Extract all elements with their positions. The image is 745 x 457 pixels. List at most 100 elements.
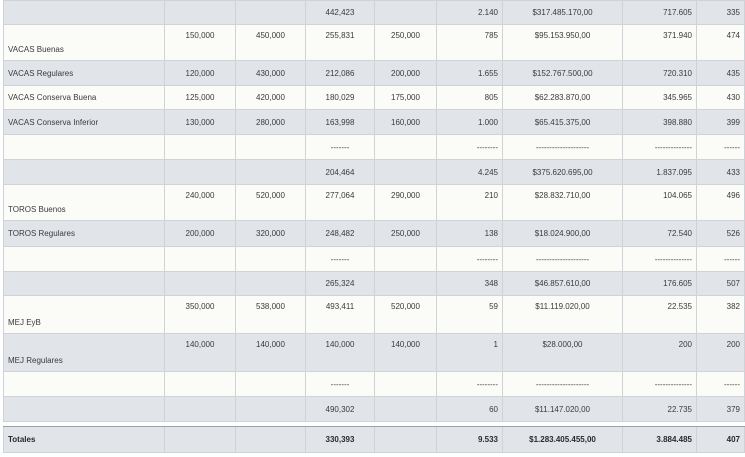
row-cell-v4 (374, 159, 437, 185)
row-cell-v3: 493,411 (305, 295, 375, 334)
table-row: MEJ EyB 350,000 538,000 493,411 520,000 59 $11… (3, 295, 745, 334)
row-label (3, 246, 165, 272)
table-row: 490,302 60 $11.147.020,00 22.735 379 (3, 396, 745, 422)
row-cell-v2 (235, 0, 306, 25)
row-cell-v4: 140,000 (374, 333, 437, 372)
row-cell-v1 (164, 0, 236, 25)
totals-cell-v8: 407 (696, 426, 745, 453)
row-cell-v1: 200,000 (164, 220, 236, 247)
row-cell-v8: 474 (696, 24, 745, 61)
row-cell-v1 (164, 159, 236, 185)
row-label: VACAS Conserva Inferior (3, 109, 165, 135)
row-cell-v4: 520,000 (374, 295, 437, 334)
row-cell-v2 (235, 371, 306, 397)
row-cell-v8: 430 (696, 85, 745, 110)
row-cell-v8: 200 (696, 333, 745, 372)
row-cell-v3: 180,029 (305, 85, 375, 110)
row-cell-v5: 60 (436, 396, 503, 422)
row-cell-v5: 1.000 (436, 109, 503, 135)
row-cell-v5: 785 (436, 24, 503, 61)
totals-cell-v3: 330,393 (305, 426, 375, 453)
row-label: MEJ EyB (3, 295, 165, 334)
row-cell-v2: 538,000 (235, 295, 306, 334)
row-cell-v3: 163,998 (305, 109, 375, 135)
row-cell-v3: 255,831 (305, 24, 375, 61)
row-label (3, 271, 165, 296)
row-label (3, 0, 165, 25)
row-cell-v5: 1.655 (436, 60, 503, 86)
row-cell-v4: 200,000 (374, 60, 437, 86)
row-cell-v3: 277,064 (305, 184, 375, 221)
row-cell-v8: 379 (696, 396, 745, 422)
row-label: VACAS Regulares (3, 60, 165, 86)
row-label (3, 371, 165, 397)
row-cell-v6: $95.153.950,00 (502, 24, 623, 61)
row-cell-v4: 290,000 (374, 184, 437, 221)
row-cell-v8: 496 (696, 184, 745, 221)
row-cell-v2 (235, 134, 306, 160)
row-cell-v4 (374, 271, 437, 296)
row-cell-v8: 382 (696, 295, 745, 334)
row-cell-v4: 160,000 (374, 109, 437, 135)
row-cell-v6: $11.119.020,00 (502, 295, 623, 334)
totals-cell-v1 (164, 426, 236, 453)
row-cell-v7: -------------- (622, 134, 697, 160)
row-cell-v7: -------------- (622, 371, 697, 397)
totals-cell-v7: 3.884.485 (622, 426, 697, 453)
row-cell-v5: 805 (436, 85, 503, 110)
row-cell-v1: 120,000 (164, 60, 236, 86)
row-cell-v7: 200 (622, 333, 697, 372)
row-label (3, 134, 165, 160)
row-cell-v5: 348 (436, 271, 503, 296)
table-row: VACAS Regulares 120,000 430,000 212,086 200,… (3, 60, 745, 86)
table-row: TOROS Regulares 200,000 320,000 248,482 250,… (3, 220, 745, 247)
row-cell-v1 (164, 371, 236, 397)
row-cell-v8: 435 (696, 60, 745, 86)
totals-row: Totales 330,393 9.533 $1.283.405.455,00 3.88… (3, 426, 745, 453)
row-cell-v4 (374, 246, 437, 272)
row-cell-v2: 320,000 (235, 220, 306, 247)
row-label: TOROS Buenos (3, 184, 165, 221)
row-cell-v1 (164, 271, 236, 296)
table-row: ------- -------- -------------------- -----… (3, 246, 745, 272)
row-cell-v3: 490,302 (305, 396, 375, 422)
row-cell-v2 (235, 159, 306, 185)
row-cell-v1: 240,000 (164, 184, 236, 221)
row-cell-v5: -------- (436, 134, 503, 160)
row-cell-v4 (374, 134, 437, 160)
row-cell-v5: -------- (436, 371, 503, 397)
row-cell-v2: 450,000 (235, 24, 306, 61)
row-cell-v8: 399 (696, 109, 745, 135)
row-cell-v1 (164, 396, 236, 422)
table-row: 442,423 2.140 $317.485.170,00 717.605 335 (3, 0, 745, 25)
table-row: ------- -------- -------------------- -----… (3, 134, 745, 160)
table-row: TOROS Buenos 240,000 520,000 277,064 290,000… (3, 184, 745, 221)
row-cell-v7: 22.735 (622, 396, 697, 422)
totals-label: Totales (3, 426, 165, 453)
row-label (3, 159, 165, 185)
row-cell-v8: ------ (696, 134, 745, 160)
row-cell-v3: ------- (305, 134, 375, 160)
row-cell-v7: 345.965 (622, 85, 697, 110)
row-label: TOROS Regulares (3, 220, 165, 247)
row-cell-v8: 507 (696, 271, 745, 296)
row-cell-v8: ------ (696, 371, 745, 397)
row-cell-v8: 433 (696, 159, 745, 185)
row-cell-v2: 520,000 (235, 184, 306, 221)
row-cell-v6: -------------------- (502, 134, 623, 160)
row-cell-v3: 140,000 (305, 333, 375, 372)
row-cell-v7: -------------- (622, 246, 697, 272)
totals-cell-v5: 9.533 (436, 426, 503, 453)
row-label: MEJ Regulares (3, 333, 165, 372)
row-cell-v6: $152.767.500,00 (502, 60, 623, 86)
row-cell-v7: 104.065 (622, 184, 697, 221)
row-cell-v6: $375.620.695,00 (502, 159, 623, 185)
row-cell-v5: 210 (436, 184, 503, 221)
row-cell-v2 (235, 396, 306, 422)
row-label: VACAS Buenas (3, 24, 165, 61)
row-cell-v5: 138 (436, 220, 503, 247)
row-cell-v6: $28.832.710,00 (502, 184, 623, 221)
row-cell-v1 (164, 134, 236, 160)
row-cell-v5: 4.245 (436, 159, 503, 185)
row-cell-v2 (235, 271, 306, 296)
